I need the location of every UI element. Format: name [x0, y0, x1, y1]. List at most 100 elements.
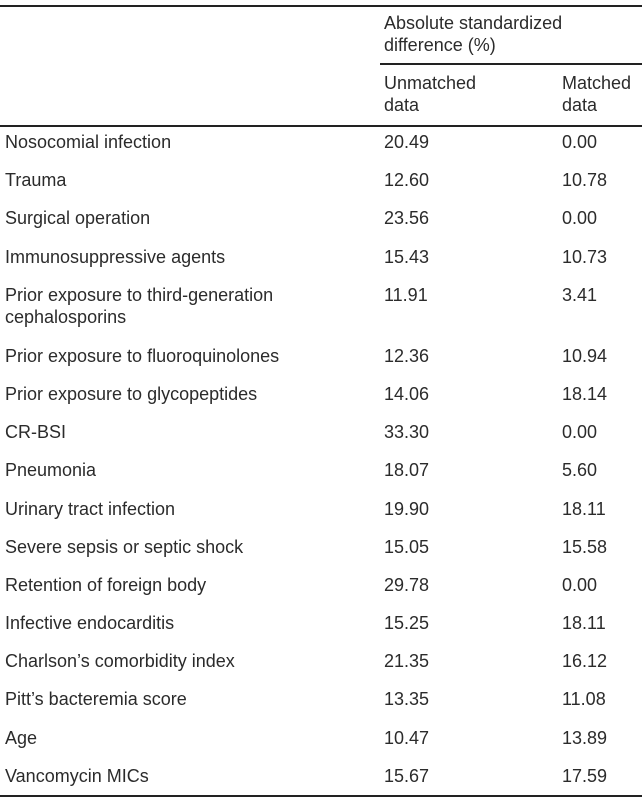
unmatched-value: 15.25 — [384, 613, 430, 634]
unmatched-value: 15.05 — [384, 536, 430, 557]
header-matched-data: Matched data — [562, 72, 642, 116]
matched-value: 17.59 — [562, 765, 608, 786]
unmatched-value: 12.60 — [384, 170, 430, 191]
row-label: Prior exposure to third-generation cephal… — [5, 284, 365, 328]
row-label: Severe sepsis or septic shock — [5, 536, 365, 558]
table-row: Prior exposure to fluoroquinolones 12.36 1… — [0, 345, 642, 383]
table-row: Urinary tract infection 19.90 18.11 — [0, 498, 642, 536]
table-row: Age 10.47 13.89 — [0, 727, 642, 765]
row-label-line1: Nosocomial infection — [5, 132, 172, 152]
table-row: Surgical operation 23.56 0.00 — [0, 207, 642, 245]
unmatched-value: 11.91 — [384, 284, 428, 305]
table-row: Nosocomial infection 20.49 0.00 — [0, 131, 642, 169]
header-matched-line1: Matched — [562, 73, 632, 93]
unmatched-value: 12.36 — [384, 345, 430, 366]
unmatched-value: 29.78 — [384, 574, 430, 595]
table-row: Immunosuppressive agents 15.43 10.73 — [0, 246, 642, 284]
row-label: Infective endocarditis — [5, 612, 365, 634]
table-body: Nosocomial infection 20.49 0.00 Trauma 12.60… — [0, 131, 642, 803]
row-label-line1: Urinary tract infection — [5, 498, 176, 519]
row-label: Prior exposure to fluoroquinolones — [5, 345, 365, 367]
matched-value: 0.00 — [562, 132, 598, 152]
row-label: Age — [5, 727, 365, 749]
table-row: Retention of foreign body 29.78 0.00 — [0, 574, 642, 612]
unmatched-value: 19.90 — [384, 498, 430, 519]
row-label: Charlson’s comorbidity index — [5, 650, 365, 672]
header-group-line1: Absolute standardized — [384, 13, 563, 33]
row-label: Trauma — [5, 169, 365, 191]
row-label-line1: Trauma — [5, 170, 67, 191]
row-label: CR-BSI — [5, 421, 365, 443]
matched-value: 18.14 — [562, 383, 608, 404]
header-bottom-rule — [0, 125, 642, 127]
matched-value: 18.11 — [562, 498, 606, 519]
row-label-line1: Prior exposure to fluoroquinolones — [5, 345, 280, 366]
row-label-line1: Severe sepsis or septic shock — [5, 536, 244, 557]
header-absolute-standardized-difference: Absolute standardized difference (%) — [384, 12, 634, 56]
row-label: Vancomycin MICs — [5, 765, 365, 787]
matched-value: 11.08 — [562, 689, 606, 710]
unmatched-value: 15.67 — [384, 765, 430, 786]
row-label: Prior exposure to glycopeptides — [5, 383, 365, 405]
matched-value: 18.11 — [562, 613, 606, 634]
row-label-line1: Prior exposure to third-generation — [5, 284, 274, 305]
matched-value: 0.00 — [562, 422, 598, 443]
matched-value: 3.41 — [562, 284, 598, 305]
unmatched-value: 10.47 — [384, 727, 430, 748]
unmatched-value: 33.30 — [384, 422, 430, 443]
row-label-line1: Infective endocarditis — [5, 613, 175, 634]
table-row: Pneumonia 18.07 5.60 — [0, 459, 642, 497]
matched-value: 10.73 — [562, 246, 608, 267]
matched-value: 5.60 — [562, 460, 598, 481]
header-group-line2: difference (%) — [384, 35, 496, 55]
row-label: Pneumonia — [5, 459, 365, 481]
row-label: Urinary tract infection — [5, 498, 365, 520]
row-label-line1: Vancomycin MICs — [5, 765, 149, 786]
header-unmatched-line1: Unmatched — [384, 73, 477, 93]
row-label-line1: Pitt’s bacteremia score — [5, 689, 187, 710]
table-row: CR-BSI 33.30 0.00 — [0, 421, 642, 459]
matched-value: 16.12 — [562, 651, 608, 672]
row-label-line1: Retention of foreign body — [5, 574, 207, 595]
row-label: Nosocomial infection — [5, 131, 365, 153]
table-row: Infective endocarditis 15.25 18.11 — [0, 612, 642, 650]
table-row: Trauma 12.60 10.78 — [0, 169, 642, 207]
table-row: Charlson’s comorbidity index 21.35 16.12 — [0, 650, 642, 688]
unmatched-value: 23.56 — [384, 208, 430, 229]
table-row: Vancomycin MICs 15.67 17.59 — [0, 765, 642, 803]
matched-value: 10.94 — [562, 345, 608, 366]
header-matched-line2: data — [562, 95, 598, 115]
matched-value: 13.89 — [562, 727, 608, 748]
table-top-rule — [0, 5, 642, 7]
row-label-line1: Age — [5, 727, 38, 748]
row-label-line1: Charlson’s comorbidity index — [5, 651, 235, 672]
matched-value: 10.78 — [562, 170, 608, 191]
row-label-line1: Immunosuppressive agents — [5, 246, 226, 267]
matched-value: 0.00 — [562, 574, 598, 595]
table-row: Prior exposure to third-generation cephal… — [0, 284, 642, 345]
unmatched-value: 18.07 — [384, 460, 430, 481]
row-label-line1: Pneumonia — [5, 460, 97, 481]
matched-value: 15.58 — [562, 536, 608, 557]
row-label-line1: Surgical operation — [5, 208, 151, 229]
unmatched-value: 21.35 — [384, 651, 430, 672]
unmatched-value: 20.49 — [384, 132, 430, 152]
table-bottom-rule — [0, 795, 642, 797]
table-row: Prior exposure to glycopeptides 14.06 18.1… — [0, 383, 642, 421]
header-unmatched-line2: data — [384, 95, 420, 115]
unmatched-value: 14.06 — [384, 383, 430, 404]
row-label: Pitt’s bacteremia score — [5, 688, 365, 710]
table-row: Severe sepsis or septic shock 15.05 15.58 — [0, 536, 642, 574]
row-label-line1: Prior exposure to glycopeptides — [5, 383, 258, 404]
header-unmatched-data: Unmatched data — [384, 72, 534, 116]
row-label: Retention of foreign body — [5, 574, 365, 596]
unmatched-value: 15.43 — [384, 246, 430, 267]
row-label-line2: cephalosporins — [5, 306, 127, 327]
row-label-line1: CR-BSI — [5, 422, 67, 443]
header-sub-rule — [380, 63, 642, 65]
row-label: Surgical operation — [5, 207, 365, 229]
matched-value: 0.00 — [562, 208, 598, 229]
unmatched-value: 13.35 — [384, 689, 430, 710]
table-row: Pitt’s bacteremia score 13.35 11.08 — [0, 688, 642, 726]
